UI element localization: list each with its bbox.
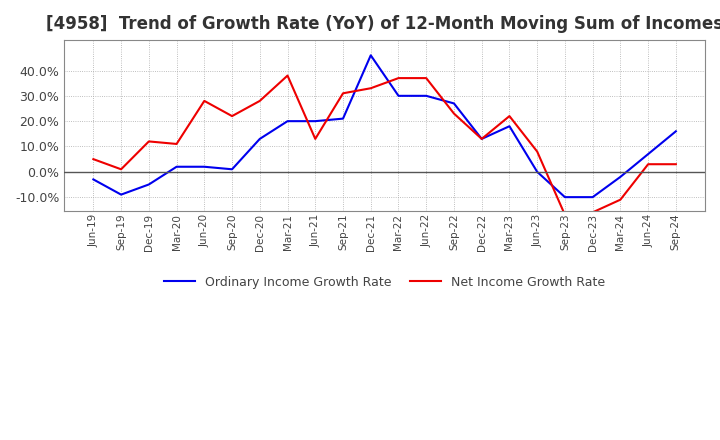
Title: [4958]  Trend of Growth Rate (YoY) of 12-Month Moving Sum of Incomes: [4958] Trend of Growth Rate (YoY) of 12-… (46, 15, 720, 33)
Net Income Growth Rate (477, 136, 486, 142)
Ordinary Income Growth Rate (89, 177, 98, 182)
Net Income Growth Rate (450, 111, 459, 116)
Net Income Growth Rate (672, 161, 680, 167)
Ordinary Income Growth Rate (505, 124, 514, 129)
Ordinary Income Growth Rate (422, 93, 431, 99)
Ordinary Income Growth Rate (117, 192, 125, 197)
Ordinary Income Growth Rate (256, 136, 264, 142)
Ordinary Income Growth Rate (450, 101, 459, 106)
Net Income Growth Rate (616, 197, 625, 202)
Net Income Growth Rate (644, 161, 652, 167)
Ordinary Income Growth Rate (311, 118, 320, 124)
Net Income Growth Rate (311, 136, 320, 142)
Net Income Growth Rate (256, 98, 264, 103)
Net Income Growth Rate (394, 76, 402, 81)
Net Income Growth Rate (505, 114, 514, 119)
Line: Net Income Growth Rate: Net Income Growth Rate (94, 76, 676, 215)
Legend: Ordinary Income Growth Rate, Net Income Growth Rate: Ordinary Income Growth Rate, Net Income … (158, 271, 611, 294)
Ordinary Income Growth Rate (200, 164, 209, 169)
Net Income Growth Rate (561, 212, 570, 217)
Ordinary Income Growth Rate (228, 167, 236, 172)
Ordinary Income Growth Rate (338, 116, 347, 121)
Net Income Growth Rate (366, 86, 375, 91)
Net Income Growth Rate (200, 98, 209, 103)
Ordinary Income Growth Rate (616, 174, 625, 180)
Net Income Growth Rate (117, 167, 125, 172)
Ordinary Income Growth Rate (366, 53, 375, 58)
Net Income Growth Rate (422, 76, 431, 81)
Net Income Growth Rate (228, 114, 236, 119)
Ordinary Income Growth Rate (172, 164, 181, 169)
Net Income Growth Rate (533, 149, 541, 154)
Ordinary Income Growth Rate (145, 182, 153, 187)
Net Income Growth Rate (588, 210, 597, 215)
Ordinary Income Growth Rate (561, 194, 570, 200)
Net Income Growth Rate (283, 73, 292, 78)
Net Income Growth Rate (172, 141, 181, 147)
Ordinary Income Growth Rate (588, 194, 597, 200)
Net Income Growth Rate (145, 139, 153, 144)
Net Income Growth Rate (338, 91, 347, 96)
Ordinary Income Growth Rate (283, 118, 292, 124)
Ordinary Income Growth Rate (394, 93, 402, 99)
Net Income Growth Rate (89, 157, 98, 162)
Ordinary Income Growth Rate (533, 169, 541, 174)
Line: Ordinary Income Growth Rate: Ordinary Income Growth Rate (94, 55, 676, 197)
Ordinary Income Growth Rate (672, 128, 680, 134)
Ordinary Income Growth Rate (477, 136, 486, 142)
Ordinary Income Growth Rate (644, 151, 652, 157)
